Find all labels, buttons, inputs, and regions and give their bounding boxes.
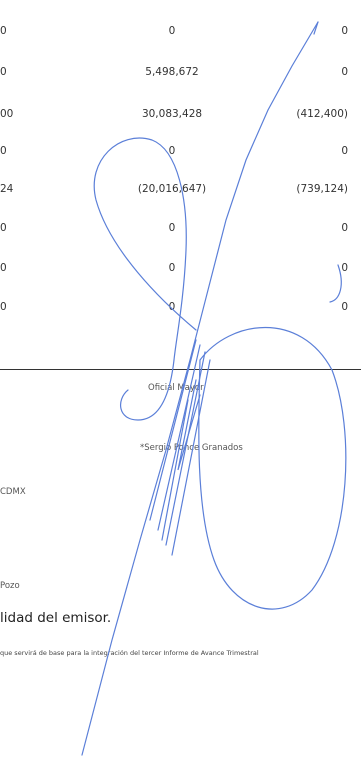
table-cell: 0 bbox=[0, 222, 7, 234]
table-cell: 0 bbox=[0, 301, 7, 313]
table-cell: 0 bbox=[341, 301, 348, 313]
table-cell: 0 bbox=[0, 25, 7, 37]
table-cell: (739,124) bbox=[296, 183, 348, 195]
responsibility-heading: lidad del emisor. bbox=[0, 610, 112, 626]
table-cell: 0 bbox=[0, 145, 7, 157]
org-fragment: CDMX bbox=[0, 487, 26, 497]
table-cell: 30,083,428 bbox=[141, 108, 203, 120]
table-cell: 5,498,672 bbox=[145, 66, 199, 78]
table-cell: 0 bbox=[341, 222, 348, 234]
table-cell: 0 bbox=[341, 262, 348, 274]
table-cell: 00 bbox=[0, 108, 14, 120]
table-cell: (412,400) bbox=[296, 108, 348, 120]
table-cell: 24 bbox=[0, 183, 14, 195]
signature-line bbox=[0, 369, 361, 370]
table-cell: 0 bbox=[0, 66, 7, 78]
table-cell: 0 bbox=[168, 145, 176, 157]
footer-note: que servirá de base para la integración … bbox=[0, 649, 259, 657]
signer-title: Oficial Mayor bbox=[148, 383, 204, 393]
signer-name: *Sergio Ponce Granados bbox=[140, 443, 243, 453]
table-cell: (20,016,647) bbox=[137, 183, 207, 195]
table-cell: 0 bbox=[168, 262, 176, 274]
table-cell: 0 bbox=[341, 66, 348, 78]
table-cell: 0 bbox=[168, 301, 176, 313]
table-cell: 0 bbox=[168, 222, 176, 234]
person-fragment: Pozo bbox=[0, 581, 20, 591]
table-cell: 0 bbox=[341, 25, 348, 37]
table-cell: 0 bbox=[168, 25, 176, 37]
table-cell: 0 bbox=[0, 262, 7, 274]
table-cell: 0 bbox=[341, 145, 348, 157]
